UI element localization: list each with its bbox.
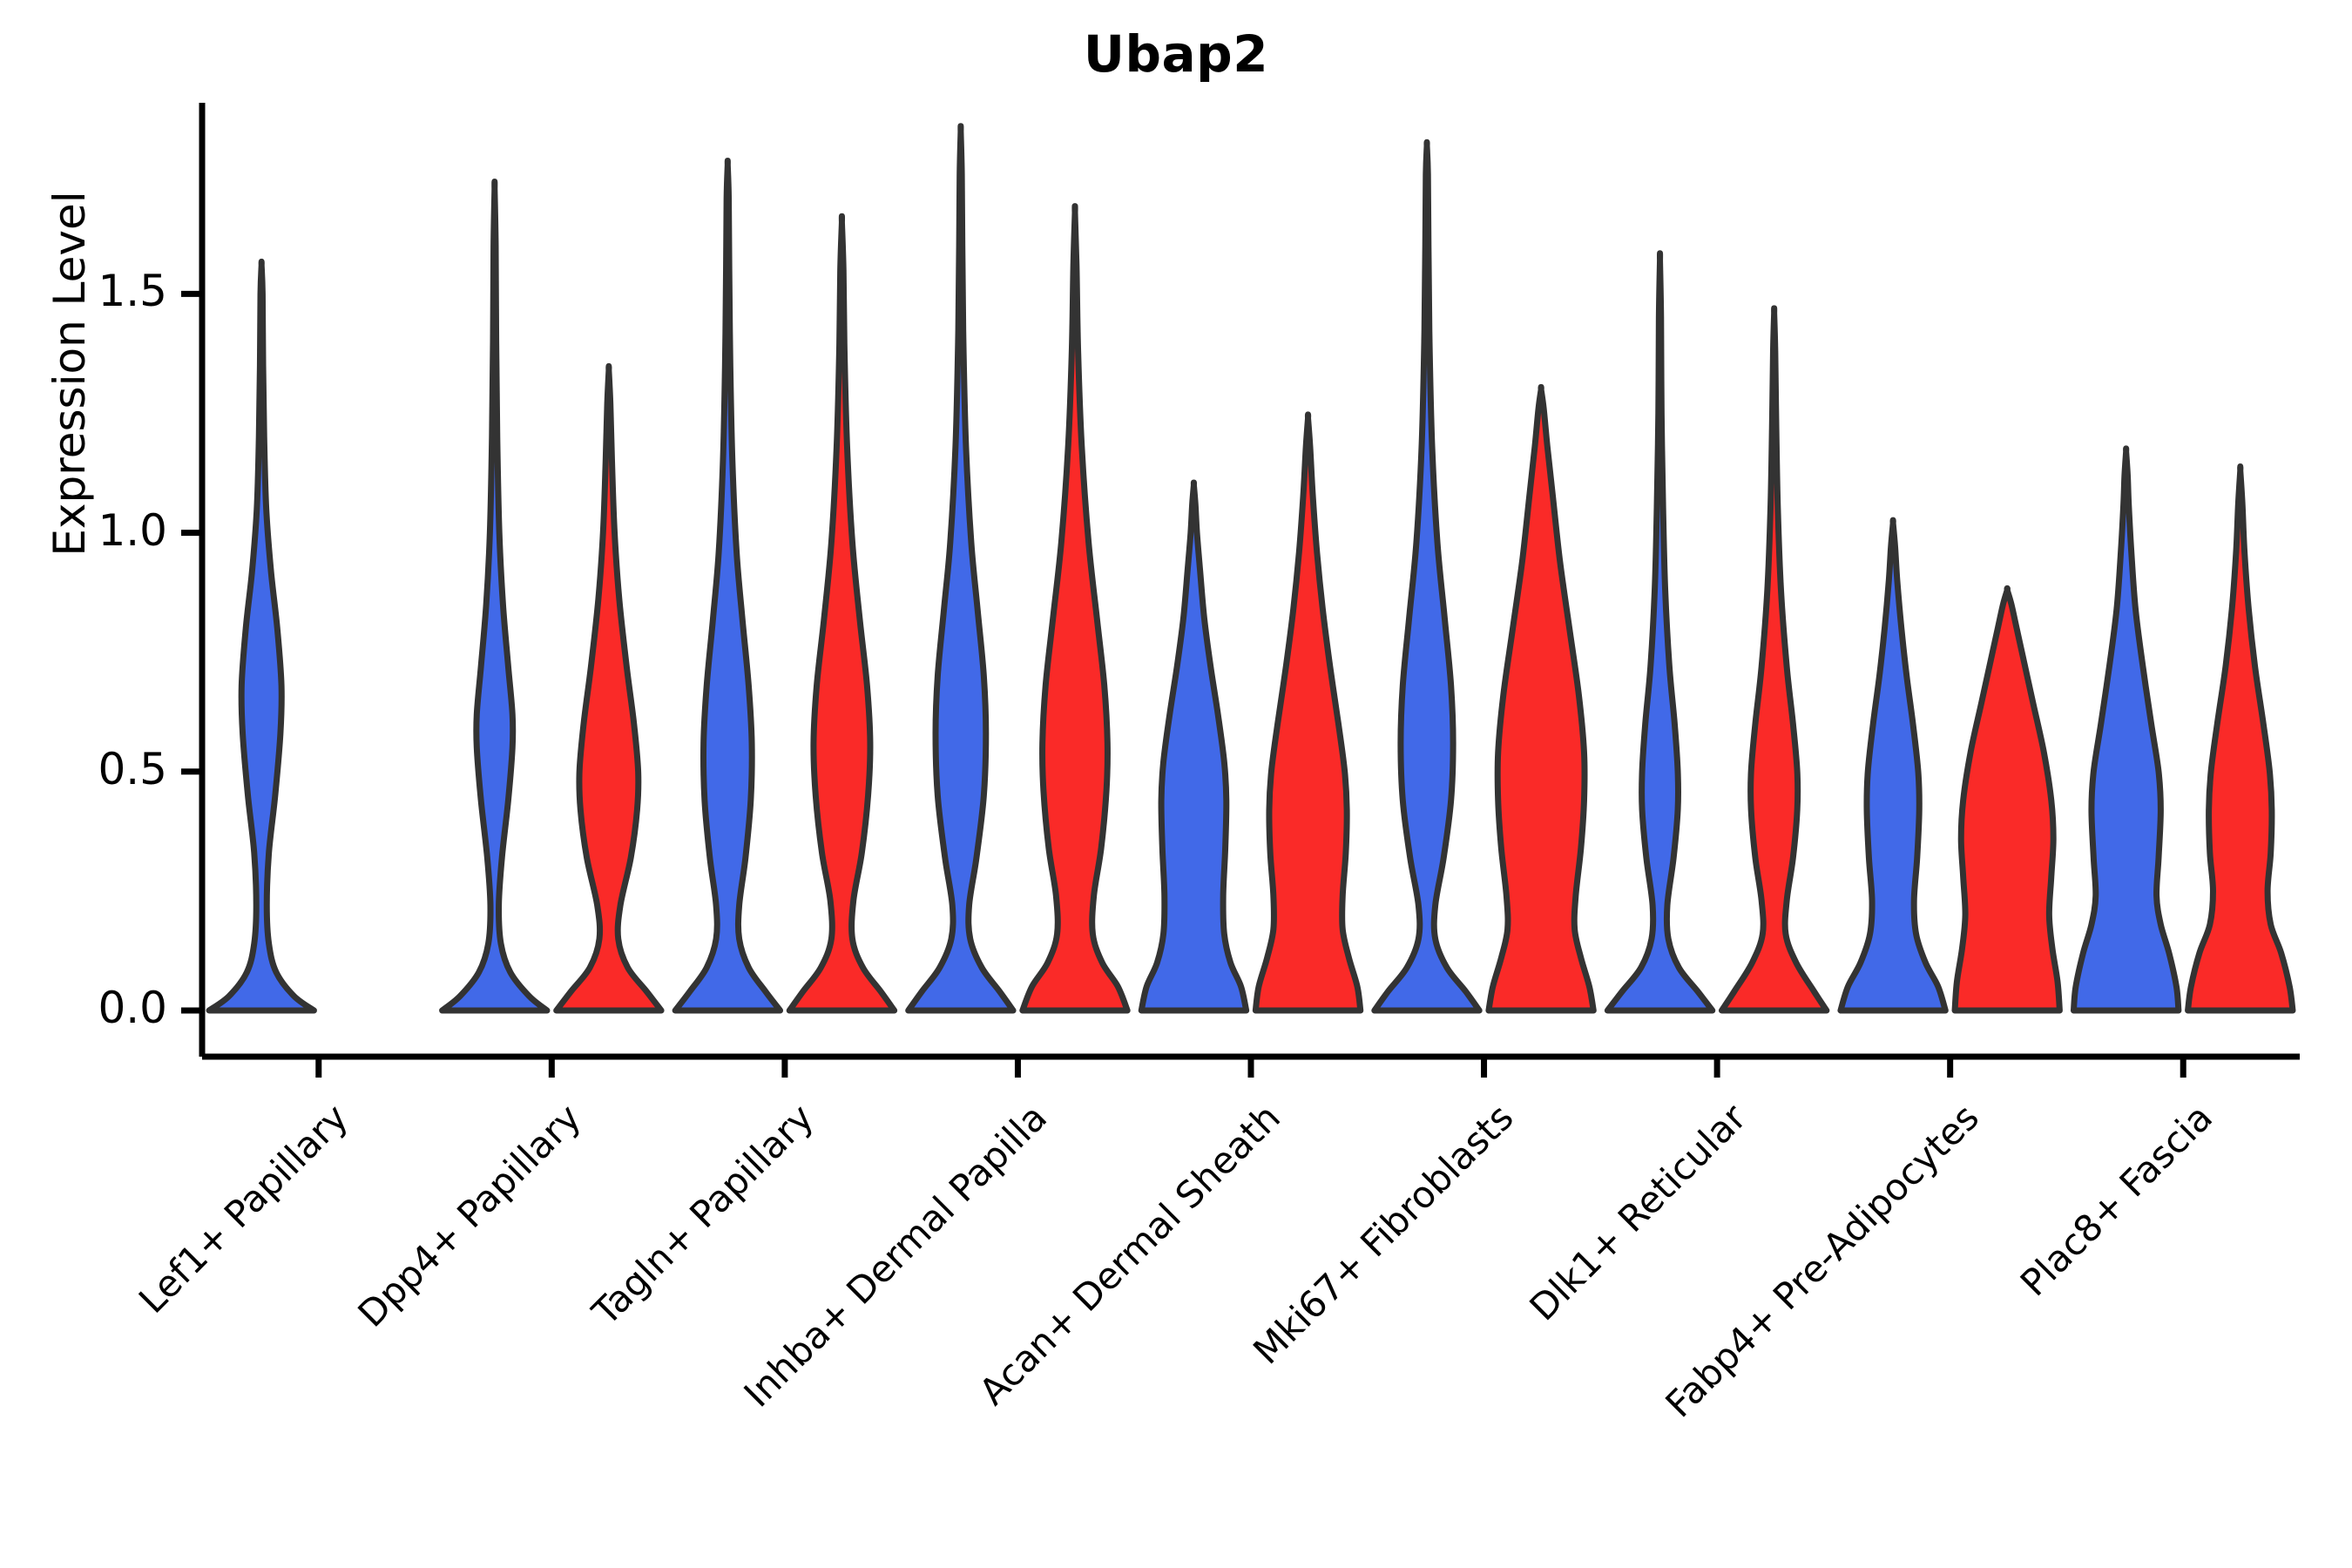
violin-red-1: [553, 362, 665, 1014]
y-tick-label-2: 1.0: [98, 504, 167, 556]
violin-red-8: [2185, 463, 2296, 1014]
violin-blue-5: [1371, 139, 1483, 1014]
violin-blue-6: [1604, 250, 1716, 1014]
violin-red-2: [786, 213, 898, 1014]
ticks-layer: [181, 290, 2186, 1078]
violin-red-4: [1252, 411, 1364, 1014]
y-tick-label-0: 0.0: [98, 983, 167, 1033]
violin-blue-2: [672, 157, 784, 1014]
violin-blue-7: [1837, 517, 1949, 1014]
violin-red-7: [1951, 585, 2063, 1014]
violins-layer: [206, 123, 2296, 1014]
violin-blue-3: [905, 123, 1017, 1014]
y-tick-label-3: 1.5: [98, 266, 167, 317]
violin-red-6: [1718, 305, 1830, 1014]
violin-blue-4: [1138, 479, 1250, 1014]
violin-blue-1: [439, 178, 551, 1014]
y-tick-label-1: 0.5: [98, 743, 167, 794]
violin-blue-0: [206, 258, 317, 1014]
page-title: Ubap2: [1083, 24, 1269, 84]
violin-blue-8: [2070, 445, 2182, 1014]
violin-red-5: [1485, 383, 1597, 1014]
violin-red-3: [1019, 203, 1131, 1014]
